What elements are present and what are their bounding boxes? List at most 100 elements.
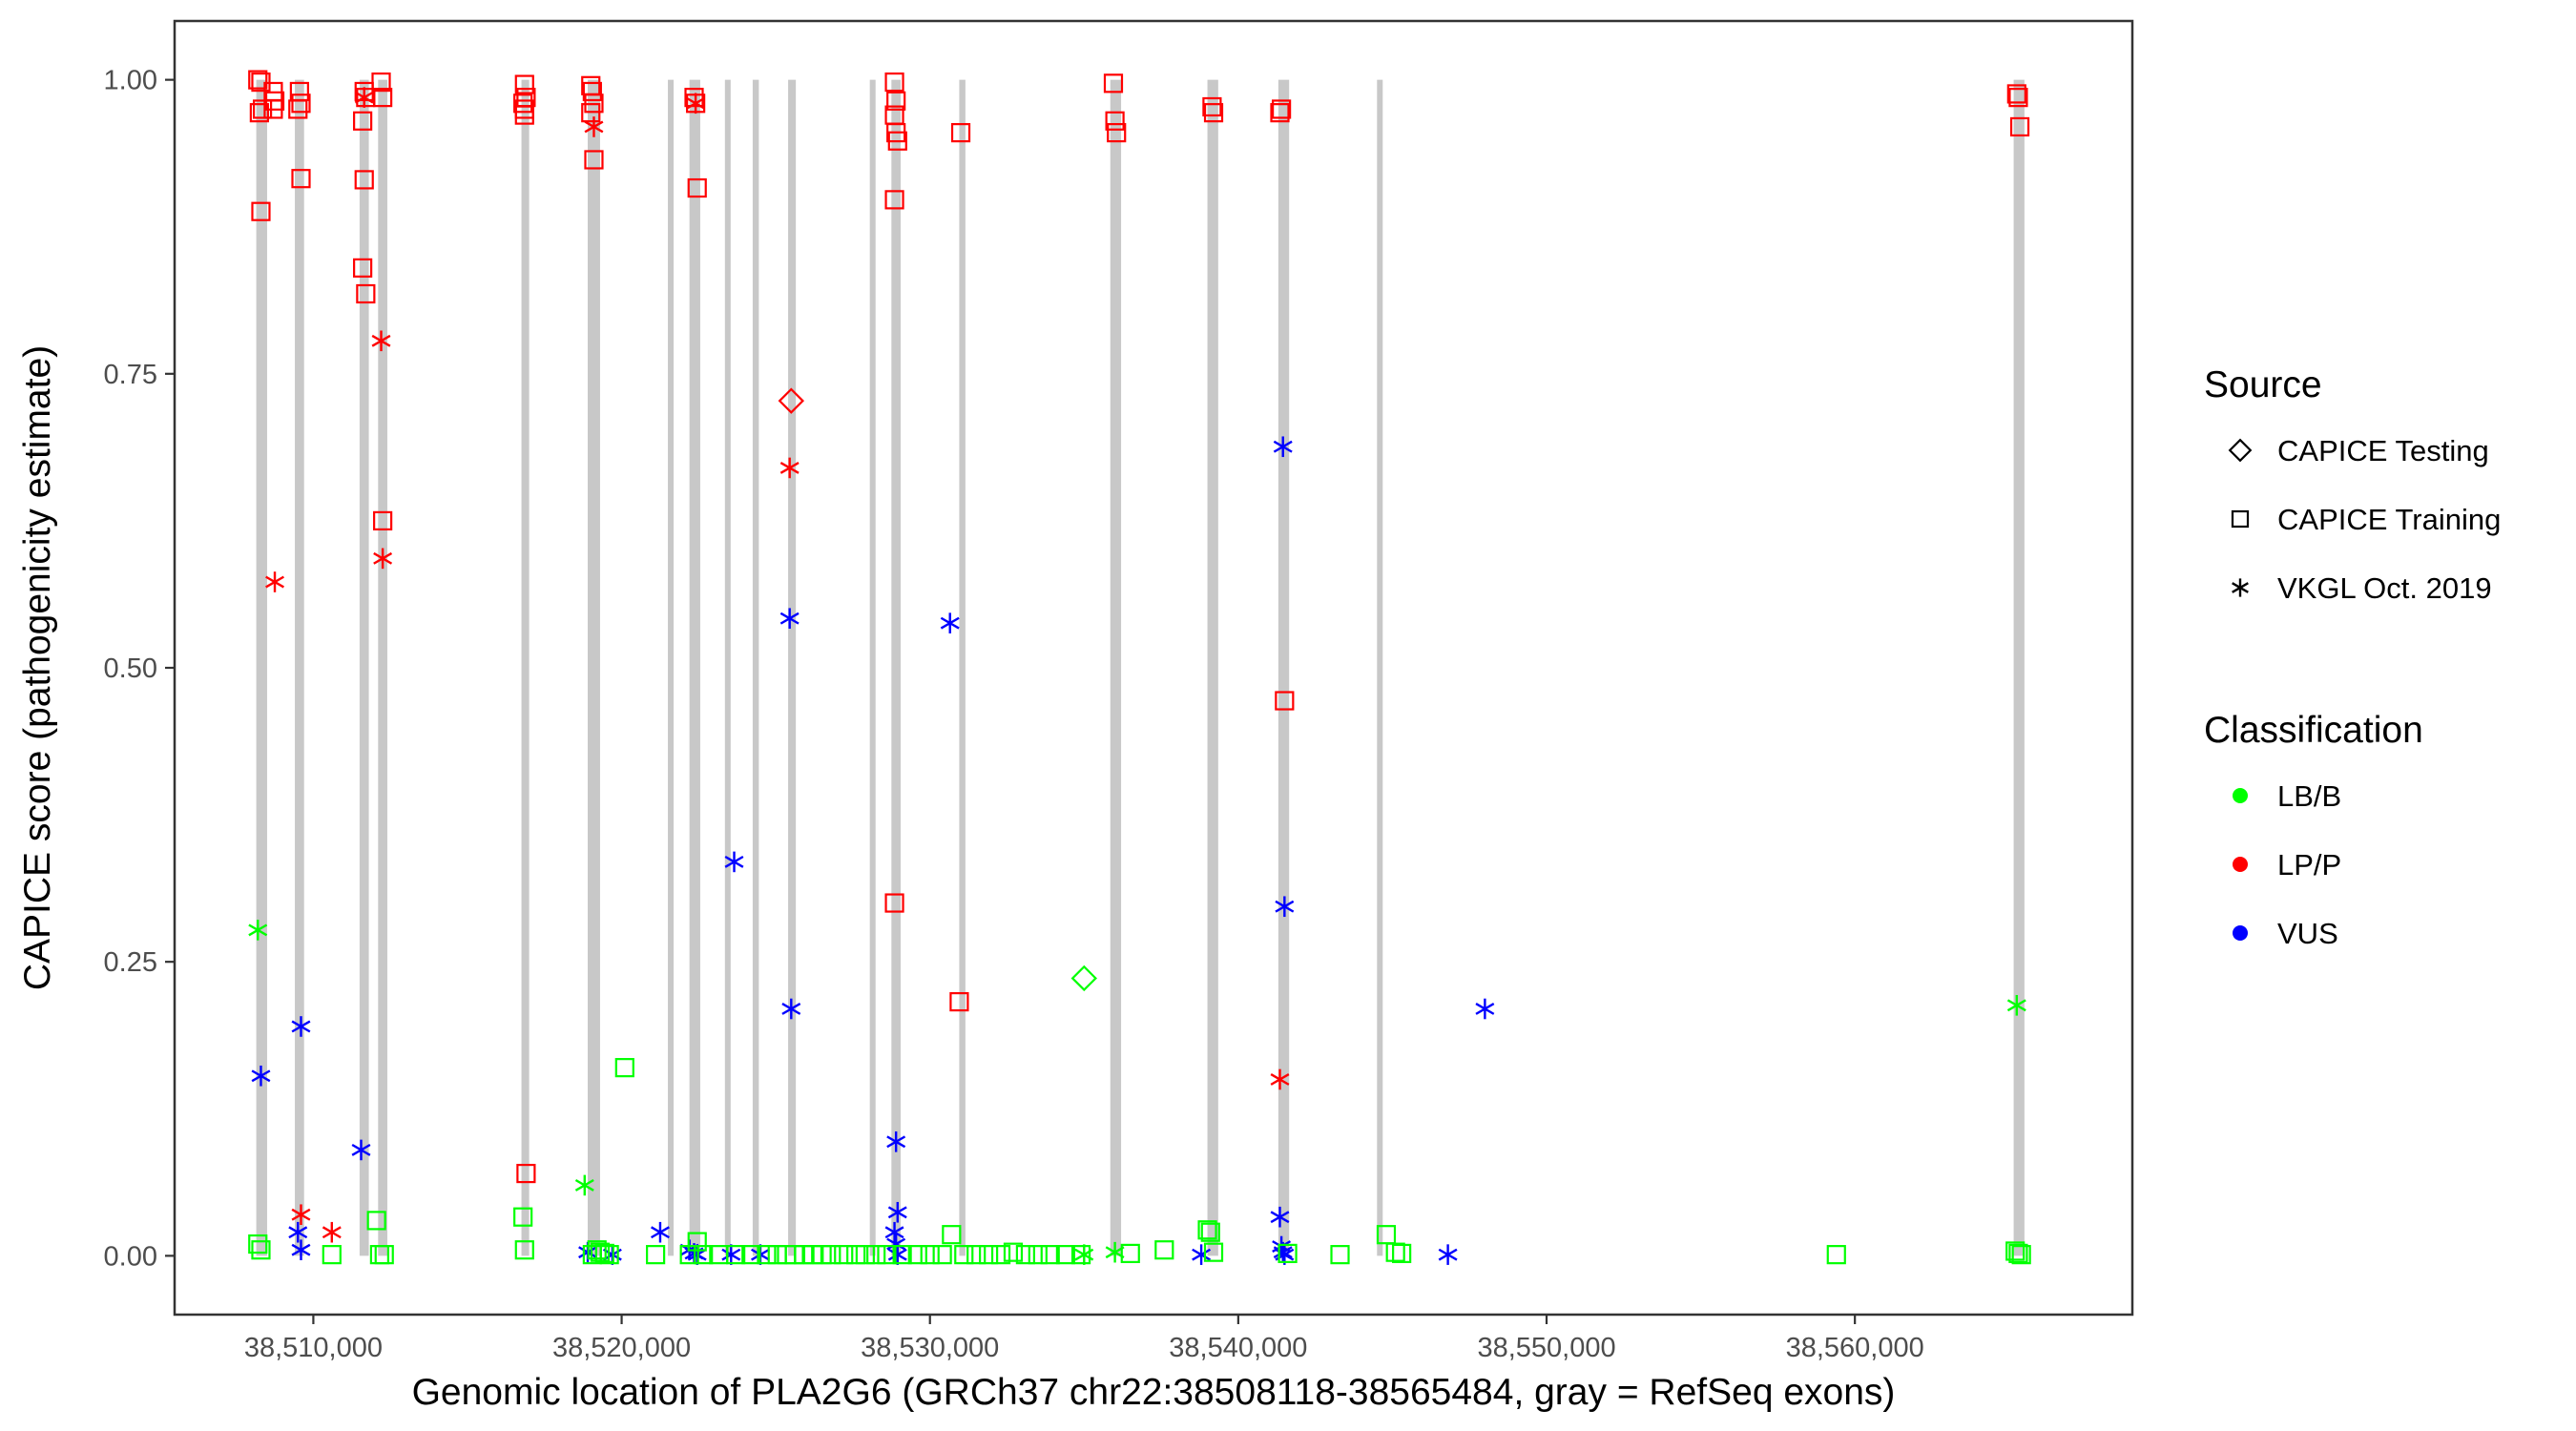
legend-classification-label: VUS [2277,917,2338,950]
data-point [2009,116,2030,137]
data-point [291,169,311,189]
data-point [726,1245,746,1265]
data-point [514,105,534,125]
exon-band [2013,79,2025,1256]
data-point [248,1234,268,1255]
y-tick-label: 0.50 [104,653,157,684]
data-point [374,1245,394,1265]
data-point [886,1130,906,1152]
data-point [2005,1241,2025,1261]
data-point [513,93,533,114]
x-tick-label: 38,560,000 [1786,1333,1924,1363]
data-point [781,998,801,1020]
data-point [291,93,311,114]
legend-color-key [2233,925,2248,941]
data-point [1040,1245,1060,1265]
data-point [1270,1206,1290,1228]
data-point [778,387,805,414]
data-point [892,1245,912,1265]
data-point [1273,436,1293,458]
exon-band [378,79,387,1256]
data-point [855,1245,875,1265]
data-point [979,1245,999,1265]
exon-band [295,79,304,1256]
data-point [1028,1245,1048,1265]
data-point [821,1245,841,1265]
data-point [1475,998,1495,1020]
data-point [1272,99,1292,119]
exon-band [1278,79,1290,1256]
data-point [887,131,907,151]
data-point [366,1211,386,1231]
exon-band [1110,79,1122,1256]
legend-color-key [2233,788,2248,803]
data-point [884,190,904,210]
data-point [248,920,268,941]
exon-band [752,79,759,1256]
data-point [1003,1242,1024,1262]
data-point [779,608,800,630]
legend-classification-label: LP/P [2277,848,2341,881]
exon-band [959,79,966,1256]
data-point [1154,1240,1174,1260]
legend-color-key [2233,857,2248,872]
data-point [932,1245,952,1265]
data-point [1105,111,1125,131]
data-point [1278,1243,1298,1263]
legend-asterisk-key [2232,578,2249,597]
data-point [1203,103,1224,123]
data-point [884,73,904,93]
exon-band [256,79,267,1256]
exon-band [689,79,700,1256]
exon-band [359,79,369,1256]
legend-source: Source CAPICE Testing CAPICE Training VKGL… [2204,364,2501,605]
exon-band [788,79,797,1256]
data-point [646,1245,666,1265]
exon-layer [256,79,2025,1256]
legend-diamond-key [2228,438,2253,463]
data-point [1826,1245,1846,1265]
data-point [1270,103,1290,123]
data-point [351,1139,371,1161]
legend-classification-label: LB/B [2277,779,2341,813]
data-point [694,1245,714,1265]
data-point [599,1245,619,1265]
data-point [651,1221,670,1243]
data-point [1270,1068,1290,1090]
data-point [574,1174,594,1196]
data-point [1070,1245,1091,1265]
data-point [1330,1245,1350,1265]
data-point [884,893,904,913]
data-point [288,99,308,119]
data-point [353,111,373,131]
data-point [371,330,391,352]
data-point [594,1243,614,1263]
data-point [1438,1244,1458,1265]
data-point [1070,964,1097,992]
data-point [1192,1244,1212,1265]
legend-source-label: CAPICE Testing [2277,434,2489,467]
data-point [514,74,534,94]
data-point [1203,1242,1224,1262]
data-point [373,548,393,570]
data-point [834,1245,854,1265]
legend-square-key [2231,509,2250,529]
data-point [516,1163,536,1184]
legend-source-label: VKGL Oct. 2019 [2277,571,2492,605]
data-point [582,81,602,102]
data-point [779,457,800,479]
data-point [251,1065,271,1087]
data-point [954,1245,974,1265]
data-point [721,1244,741,1265]
data-point [886,91,906,111]
data-point [248,70,268,90]
data-point [249,103,269,123]
y-tick-label: 1.00 [104,66,157,96]
series-capice-testing-lb-b [1070,964,1097,992]
data-point [724,851,744,873]
data-point [291,1239,311,1260]
x-tick-label: 38,520,000 [552,1333,691,1363]
data-point [1103,73,1124,93]
data-point [1015,1245,1035,1265]
data-point [1200,1222,1220,1242]
